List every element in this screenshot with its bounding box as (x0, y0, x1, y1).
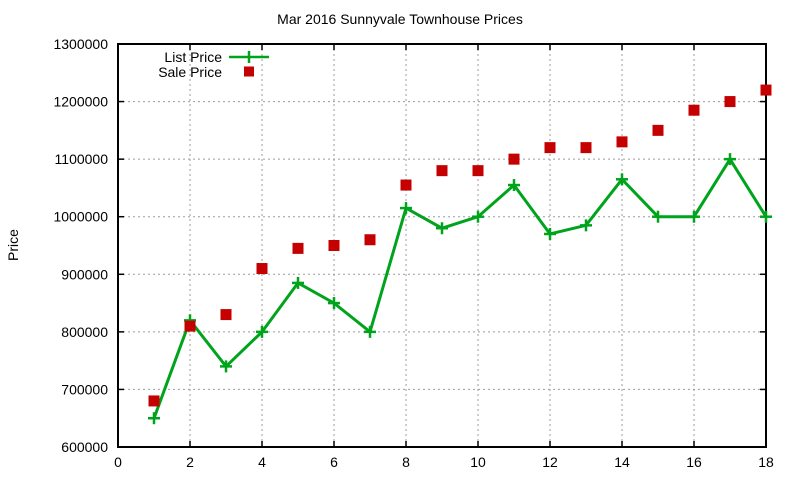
sale-price-marker (328, 240, 340, 251)
legend: List Price Sale Price (128, 49, 278, 79)
sale-price-marker (364, 234, 376, 246)
sale-price-marker (688, 104, 700, 116)
x-tick-label: 16 (686, 454, 702, 470)
x-tick-label: 10 (470, 454, 486, 470)
list-price-line (152, 156, 768, 419)
sale-price-marker (184, 320, 196, 332)
y-tick-label: 900000 (61, 266, 108, 282)
y-tick-label: 600000 (61, 439, 108, 455)
legend-item-sale-price: Sale Price (128, 64, 278, 79)
x-tick-label: 14 (614, 454, 630, 470)
sale-price-marker (508, 153, 520, 165)
sale-price-marker (472, 165, 484, 177)
sale-price-marker (724, 96, 736, 108)
y-tick-label: 700000 (61, 381, 108, 397)
sale-price-marker (616, 136, 628, 148)
sale-price-marker (436, 165, 448, 177)
y-tick-label: 1300000 (53, 36, 108, 52)
x-tick-label: 12 (542, 454, 558, 470)
legend-sample-square-icon (226, 64, 276, 79)
x-tick-label: 4 (258, 454, 266, 470)
plot-border (117, 43, 767, 448)
sale-price-marker (256, 263, 268, 275)
sale-price-marker (220, 309, 232, 321)
legend-sample-line-cross-icon (226, 49, 276, 64)
x-tick-label: 2 (186, 454, 194, 470)
y-tick-label: 800000 (61, 324, 108, 340)
x-tick-label: 6 (330, 454, 338, 470)
x-tick-label: 8 (402, 454, 410, 470)
sale-price-marker (148, 395, 160, 407)
legend-label-list-price: List Price (164, 48, 222, 65)
x-tick-label: 0 (114, 454, 122, 470)
legend-item-list-price: List Price (128, 49, 278, 64)
sale-price-marker (652, 124, 664, 136)
sale-price-marker (544, 142, 556, 154)
y-tick-label: 1100000 (55, 151, 109, 167)
y-tick-label: 1200000 (53, 94, 108, 110)
x-tick-label: 18 (758, 454, 774, 470)
sale-price-marker (760, 84, 772, 96)
sale-price-marker (292, 242, 304, 254)
legend-label-sale-price: Sale Price (158, 63, 222, 80)
y-tick-label: 1000000 (53, 209, 108, 225)
chart-title: Mar 2016 Sunnyvale Townhouse Prices (277, 11, 523, 27)
sale-price-marker (400, 179, 412, 191)
sale-price-marker (580, 142, 592, 154)
